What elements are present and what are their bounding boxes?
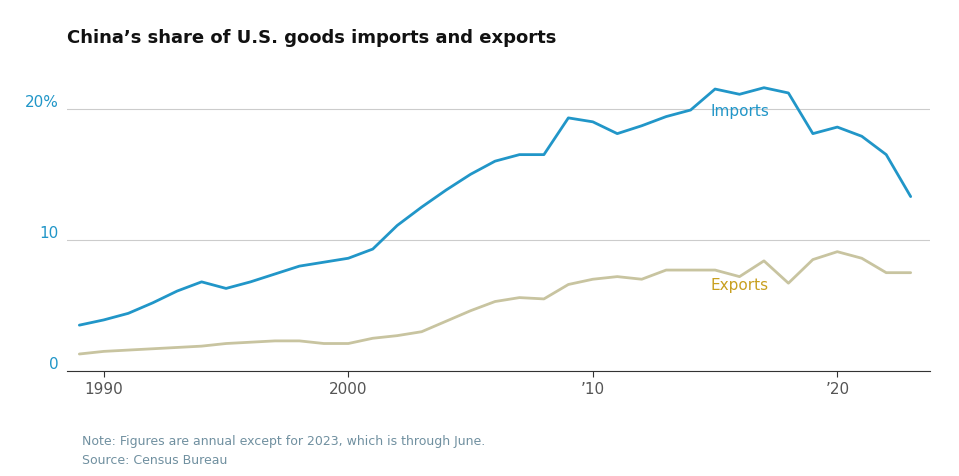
Text: Note: Figures are annual except for 2023, which is through June.
Source: Census : Note: Figures are annual except for 2023…	[82, 435, 484, 466]
Text: 0: 0	[49, 357, 58, 371]
Text: Imports: Imports	[711, 104, 769, 119]
Text: Exports: Exports	[711, 278, 768, 293]
Text: China’s share of U.S. goods imports and exports: China’s share of U.S. goods imports and …	[67, 30, 556, 47]
Text: 10: 10	[39, 226, 58, 240]
Text: 20%: 20%	[25, 95, 58, 109]
